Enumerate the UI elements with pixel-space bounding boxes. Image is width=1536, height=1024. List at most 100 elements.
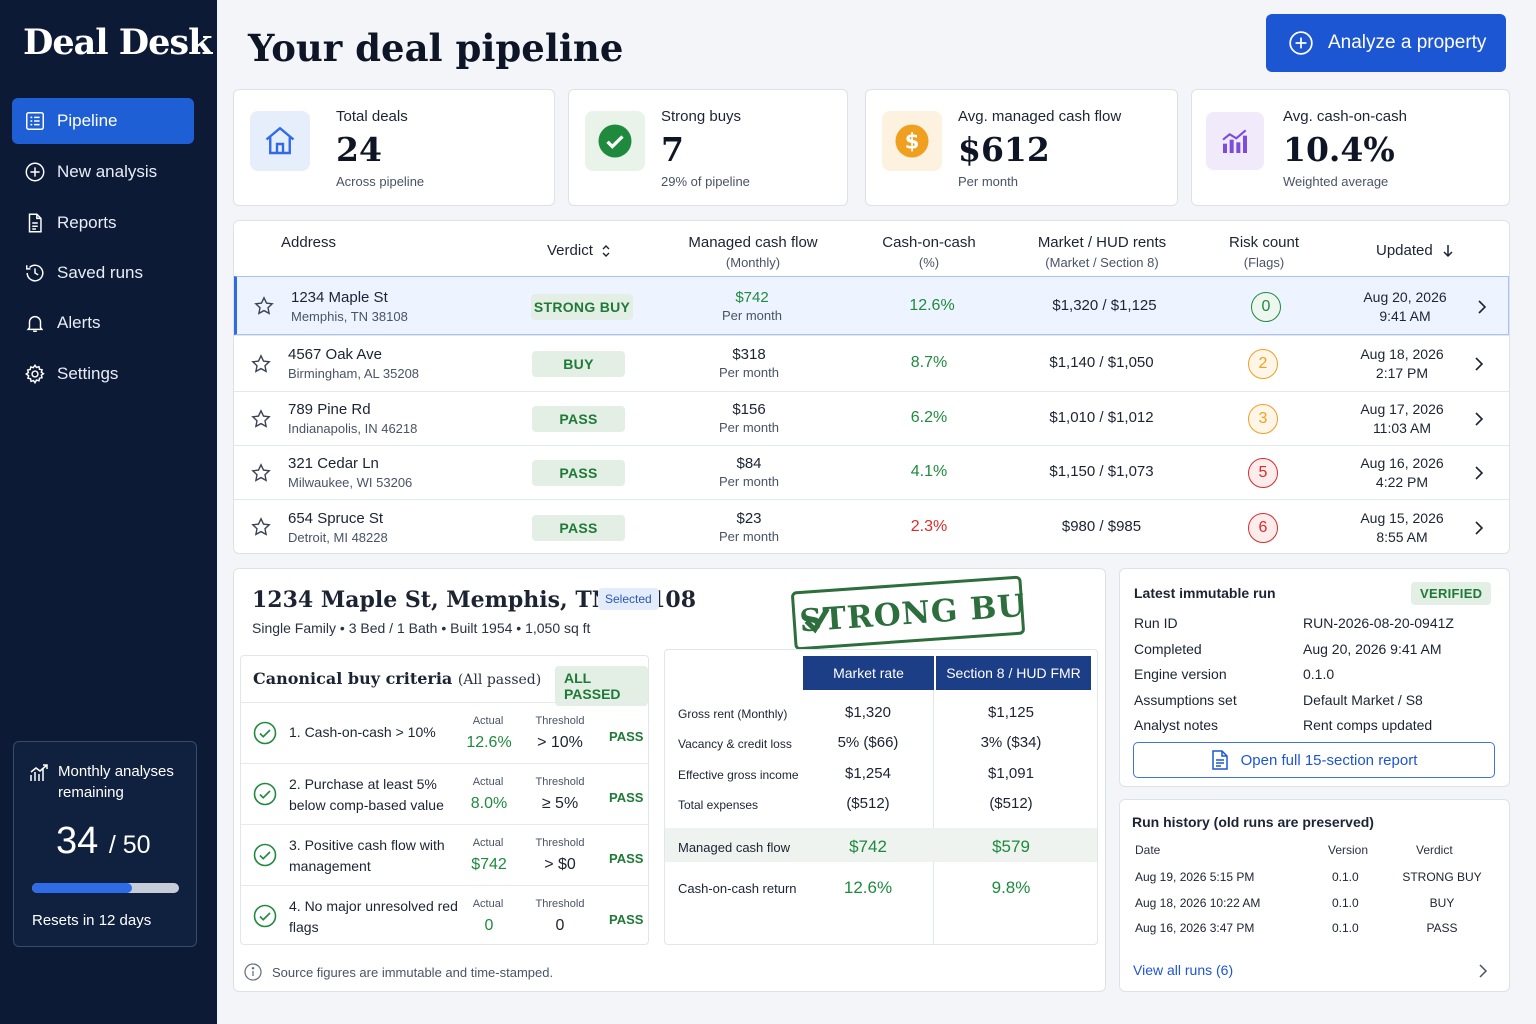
sidebar-item-pipeline[interactable]: Pipeline xyxy=(12,98,194,144)
sidebar-item-reports[interactable]: Reports xyxy=(12,200,194,246)
chevron-right-icon[interactable] xyxy=(1474,466,1484,480)
table-row[interactable]: 654 Spruce St Detroit, MI 48228 PASS $23… xyxy=(234,499,1509,554)
row-address: 4567 Oak Ave xyxy=(288,346,382,363)
header-sub: (%) xyxy=(918,255,940,270)
cash-flow-value: $318 xyxy=(732,346,766,363)
header-sub: (Flags) xyxy=(1243,255,1285,270)
updated-time: 8:55 AM xyxy=(1376,528,1428,545)
rent-comparison-table: Market rate Section 8 / HUD FMR Gross re… xyxy=(664,649,1098,945)
verdict-badge: BUY xyxy=(532,351,625,377)
chevron-right-icon[interactable] xyxy=(1477,299,1487,314)
table-row[interactable]: 789 Pine Rd Indianapolis, IN 46218 PASS … xyxy=(234,391,1509,445)
threshold-value: > 10% xyxy=(537,734,583,751)
pipeline-table: Address Verdict Managed cash flow (Monthl… xyxy=(233,220,1510,554)
table-row[interactable]: 4567 Oak Ave Birmingham, AL 35208 BUY $3… xyxy=(234,335,1509,391)
sidebar-item-new-analysis[interactable]: New analysis xyxy=(12,149,194,195)
history-verdict: STRONG BUY xyxy=(1402,870,1482,884)
star-icon[interactable] xyxy=(251,517,271,537)
criteria-text: 1. Cash-on-cash > 10% xyxy=(289,724,436,740)
run-field-key: Analyst notes xyxy=(1134,717,1219,733)
sidebar-item-alerts[interactable]: Alerts xyxy=(12,300,194,346)
rent-section8-value: 3% ($34) xyxy=(980,734,1042,751)
cash-flow-sub: Per month xyxy=(719,365,779,380)
quota-title: Monthly analyses remaining xyxy=(58,763,174,801)
stat-label: Avg. cash-on-cash xyxy=(1283,108,1407,125)
view-all-runs-link[interactable]: View all runs (6) xyxy=(1133,962,1234,978)
rent-row-label: Vacancy & credit loss xyxy=(678,737,792,751)
property-detail-panel: 1234 Maple St, Memphis, TN 38108 Selecte… xyxy=(233,568,1106,992)
run-field-key: Completed xyxy=(1134,640,1202,657)
criteria-result: PASS xyxy=(609,912,644,927)
source-note-text: Source figures are immutable and time-st… xyxy=(272,964,554,980)
star-icon[interactable] xyxy=(251,353,271,374)
column-header-verdict[interactable]: Verdict xyxy=(547,241,613,261)
rent-market-value: $1,320 xyxy=(845,704,891,721)
rent-section8-value: 9.8% xyxy=(991,878,1031,897)
quota-progress-fill xyxy=(32,883,132,893)
history-header-verdict: Verdict xyxy=(1416,843,1453,857)
stat-value: 10.4% xyxy=(1283,130,1395,169)
analyze-property-label: Analyze a property xyxy=(1328,32,1487,53)
row-updated: Aug 16, 2026 4:22 PM xyxy=(1352,454,1452,492)
row-address: 1234 Maple St xyxy=(291,288,388,306)
table-row[interactable]: 321 Cedar Ln Milwaukee, WI 53206 PASS $8… xyxy=(234,445,1509,499)
row-cash-flow: $23 Per month xyxy=(689,510,809,544)
column-header-rents: Market / HUD rents (Market / Section 8) xyxy=(1022,233,1182,273)
row-city: Memphis, TN 38108 xyxy=(291,308,408,324)
updated-time: 9:41 AM xyxy=(1379,307,1431,324)
chevron-right-icon[interactable] xyxy=(1474,357,1484,371)
column-header-address: Address xyxy=(281,234,337,251)
all-passed-badge: ALL PASSED xyxy=(555,666,648,706)
updated-time: 11:03 AM xyxy=(1372,420,1432,436)
star-icon[interactable] xyxy=(251,408,271,429)
row-rents: $1,010 / $1,012 xyxy=(1049,409,1154,426)
run-field-key: Engine version xyxy=(1134,666,1227,682)
rent-row-label: Cash-on-cash return xyxy=(678,881,797,896)
info-icon xyxy=(244,963,262,981)
document-icon xyxy=(28,213,42,233)
check-circle-icon xyxy=(253,843,277,867)
quota-count: 34 / 50 xyxy=(56,820,151,863)
table-row[interactable]: 1234 Maple St Memphis, TN 38108 STRONG B… xyxy=(234,276,1509,335)
document-icon xyxy=(1211,750,1228,770)
cash-flow-value: $84 xyxy=(736,455,762,472)
rent-market-value: ($512) xyxy=(846,795,890,812)
row-city: Birmingham, AL 35208 xyxy=(288,366,420,381)
risk-flag-count: 6 xyxy=(1248,512,1278,543)
sort-updown-icon xyxy=(602,245,610,257)
sidebar-item-settings[interactable]: Settings xyxy=(12,351,194,397)
open-full-report-button[interactable]: Open full 15-section report xyxy=(1133,742,1495,778)
chevron-right-icon[interactable] xyxy=(1474,520,1484,535)
header-label: Market / HUD rents xyxy=(1037,234,1167,251)
cash-flow-value: $23 xyxy=(736,509,762,527)
rent-section8-value: ($512) xyxy=(989,795,1033,812)
risk-flag-count: 0 xyxy=(1251,291,1281,322)
star-icon[interactable] xyxy=(254,295,274,316)
criteria-text: 4. No major unresolved red flags xyxy=(289,898,458,935)
gear-icon xyxy=(25,364,45,385)
run-panel-title: Latest immutable run xyxy=(1134,585,1276,601)
history-verdict: BUY xyxy=(1429,895,1455,910)
chevron-right-icon[interactable] xyxy=(1478,964,1488,978)
chevron-right-icon[interactable] xyxy=(1474,412,1484,426)
rent-market-value: 5% ($66) xyxy=(837,734,899,751)
column-header-updated[interactable]: Updated xyxy=(1376,241,1455,261)
column-header-section8: Section 8 / HUD FMR xyxy=(936,656,1091,690)
run-field-value: Default Market / S8 xyxy=(1303,691,1423,708)
rent-row-label: Effective gross income xyxy=(678,768,799,782)
run-field-value: Rent comps updated xyxy=(1303,717,1433,733)
row-rents: $980 / $985 xyxy=(1061,517,1142,535)
source-note: Source figures are immutable and time-st… xyxy=(244,963,553,981)
stat-icon-box xyxy=(585,111,645,171)
actual-value: 8.0% xyxy=(470,795,508,812)
stat-sub: Across pipeline xyxy=(336,174,425,189)
analyze-property-button[interactable]: Analyze a property xyxy=(1266,14,1506,72)
star-icon[interactable] xyxy=(251,462,271,483)
selected-badge: Selected xyxy=(598,588,659,610)
header-sub: (Market / Section 8) xyxy=(1045,255,1159,270)
stat-sub: 29% of pipeline xyxy=(661,174,750,189)
run-field-key: Assumptions set xyxy=(1134,691,1237,708)
row-address: 321 Cedar Ln xyxy=(288,455,379,472)
run-history-panel: Run history (old runs are preserved) Dat… xyxy=(1119,799,1510,992)
sidebar-item-saved-runs[interactable]: Saved runs xyxy=(12,250,194,296)
